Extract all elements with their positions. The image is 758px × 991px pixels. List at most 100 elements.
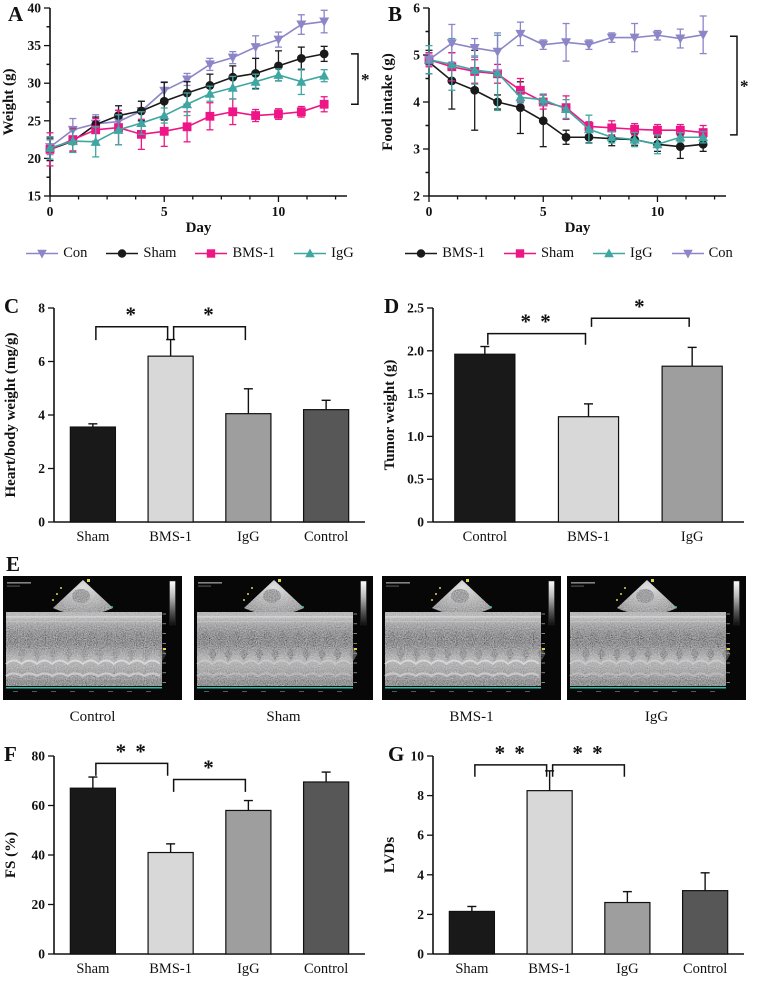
error-bar [480,345,490,355]
ecg-baseline [6,687,162,689]
svg-text:80: 80 [32,749,46,764]
bar-control [302,409,350,523]
legend-circle-icon [405,248,438,258]
legend-item-bms-1: BMS-1 [194,245,275,262]
panel-C-heart-body-weight-chart: 0 2 4 6 8 Heart/body weight (mg/g) Sham BMS-1 Ig… [0,292,379,558]
ticks [48,755,54,955]
sig-bracket [590,317,690,327]
svg-text:*: * [361,70,370,89]
panel-D-tumor-weight-chart: 0 0.5 1.0 1.5 2.0 2.5 Tumor weight (g) Control B… [379,292,758,558]
svg-text:FS (%): FS (%) [3,832,19,878]
svg-text:IgG: IgG [681,529,704,545]
legend-label: BMS-1 [232,244,276,261]
svg-text:5: 5 [413,48,420,63]
ecg-baseline [197,687,353,689]
echo-panel-sham: Sham [194,576,373,726]
ticks [423,7,716,202]
svg-text:2: 2 [417,907,424,922]
grayscale-bar [733,580,740,626]
svg-text:IgG: IgG [237,529,260,545]
svg-text:* *: * * [116,740,148,763]
error-bars [425,52,707,141]
sig-bracket [730,35,738,136]
svg-text:Control: Control [683,961,727,977]
legend-label: Con [63,244,88,261]
svg-text:Sham: Sham [76,529,110,545]
axes [49,8,347,197]
svg-text:Control: Control [304,529,348,545]
legend-label: Sham [540,244,574,261]
svg-text:Heart/body weight (mg/g): Heart/body weight (mg/g) [3,333,19,498]
svg-text:BMS-1: BMS-1 [149,961,192,977]
ultrasound-texture [196,580,358,686]
error-bar [622,890,632,903]
error-bar [88,423,98,428]
bar-bms-1 [557,416,620,523]
echocardiogram-image-sham [194,576,373,700]
svg-text:Day: Day [565,220,591,236]
panel-label-G: G [388,742,405,766]
error-bar [584,403,593,417]
sig-bracket [487,332,587,345]
ultrasound-texture [569,580,731,686]
sig-bracket [351,53,359,106]
svg-text:20: 20 [32,897,46,912]
svg-text:*: * [203,756,216,780]
series-IgG [45,68,330,160]
svg-text:0: 0 [38,947,45,962]
panel-B-food-intake-chart: 2 3 4 5 6 0 5 10 Day Food intake (g) * [379,0,758,240]
panel-D-plot: 0 0.5 1.0 1.5 2.0 2.5 Tumor weight (g) Control B… [382,294,744,545]
panel-label-B: B [388,2,403,26]
panel-label-D: D [384,294,400,318]
svg-text:0.5: 0.5 [407,472,424,487]
panel-B-legend: BMS-1 Sham IgG Con [379,241,758,265]
sig-bracket [95,325,169,341]
svg-text:IgG: IgG [616,961,639,977]
legend-label: IgG [630,244,653,261]
panel-A-weight-chart: 15 20 25 30 35 40 0 5 10 Day Weight (g) * [0,0,379,240]
legend-item-igg: IgG [293,245,354,262]
svg-text:10: 10 [651,204,665,219]
focus-marker [727,648,730,650]
echocardiogram-image-bms1 [382,576,561,700]
svg-text:*: * [126,303,139,327]
panel-A-legend: Con Sham BMS-1 IgG [0,241,379,265]
sig-bracket [95,762,169,776]
bar-control [454,353,516,523]
bar-igg [225,413,272,523]
svg-text:BMS-1: BMS-1 [149,529,192,545]
error-bar [321,399,331,410]
svg-text:6: 6 [413,1,420,16]
apex-marker [466,579,469,582]
error-bar [88,776,98,789]
ticks [48,307,54,523]
svg-text:40: 40 [28,1,42,16]
ultrasound-texture [5,580,167,686]
focus-marker [542,648,545,650]
svg-text:Control: Control [304,961,348,977]
svg-text:Sham: Sham [76,961,110,977]
bar-sham [448,910,496,955]
sig-bracket [172,325,247,341]
error-bar [243,799,253,811]
svg-text:25: 25 [28,113,42,128]
error-bar [687,346,697,367]
svg-text:4: 4 [413,95,420,110]
svg-text:5: 5 [540,204,547,219]
apex-marker [87,579,90,582]
bar-bms-1 [147,355,194,523]
device-text-line [386,582,410,584]
focus-marker [163,648,166,650]
legend-item-con: Con [671,245,733,262]
svg-text:3: 3 [413,142,420,157]
legend-triangle-down-icon [26,249,59,258]
legend-label: Con [708,244,733,261]
svg-text:Weight (g): Weight (g) [1,68,17,135]
legend-item-igg: IgG [592,245,653,262]
svg-text:*: * [740,77,749,96]
focus-marker [354,648,357,650]
echo-panel-bms1: BMS-1 [382,576,561,726]
svg-text:5: 5 [161,204,168,219]
panel-G-lvds-chart: 0 2 4 6 8 10 LVDs Sham BMS-1 IgG Control * * * * [379,740,758,990]
svg-text:LVDs: LVDs [382,837,398,873]
